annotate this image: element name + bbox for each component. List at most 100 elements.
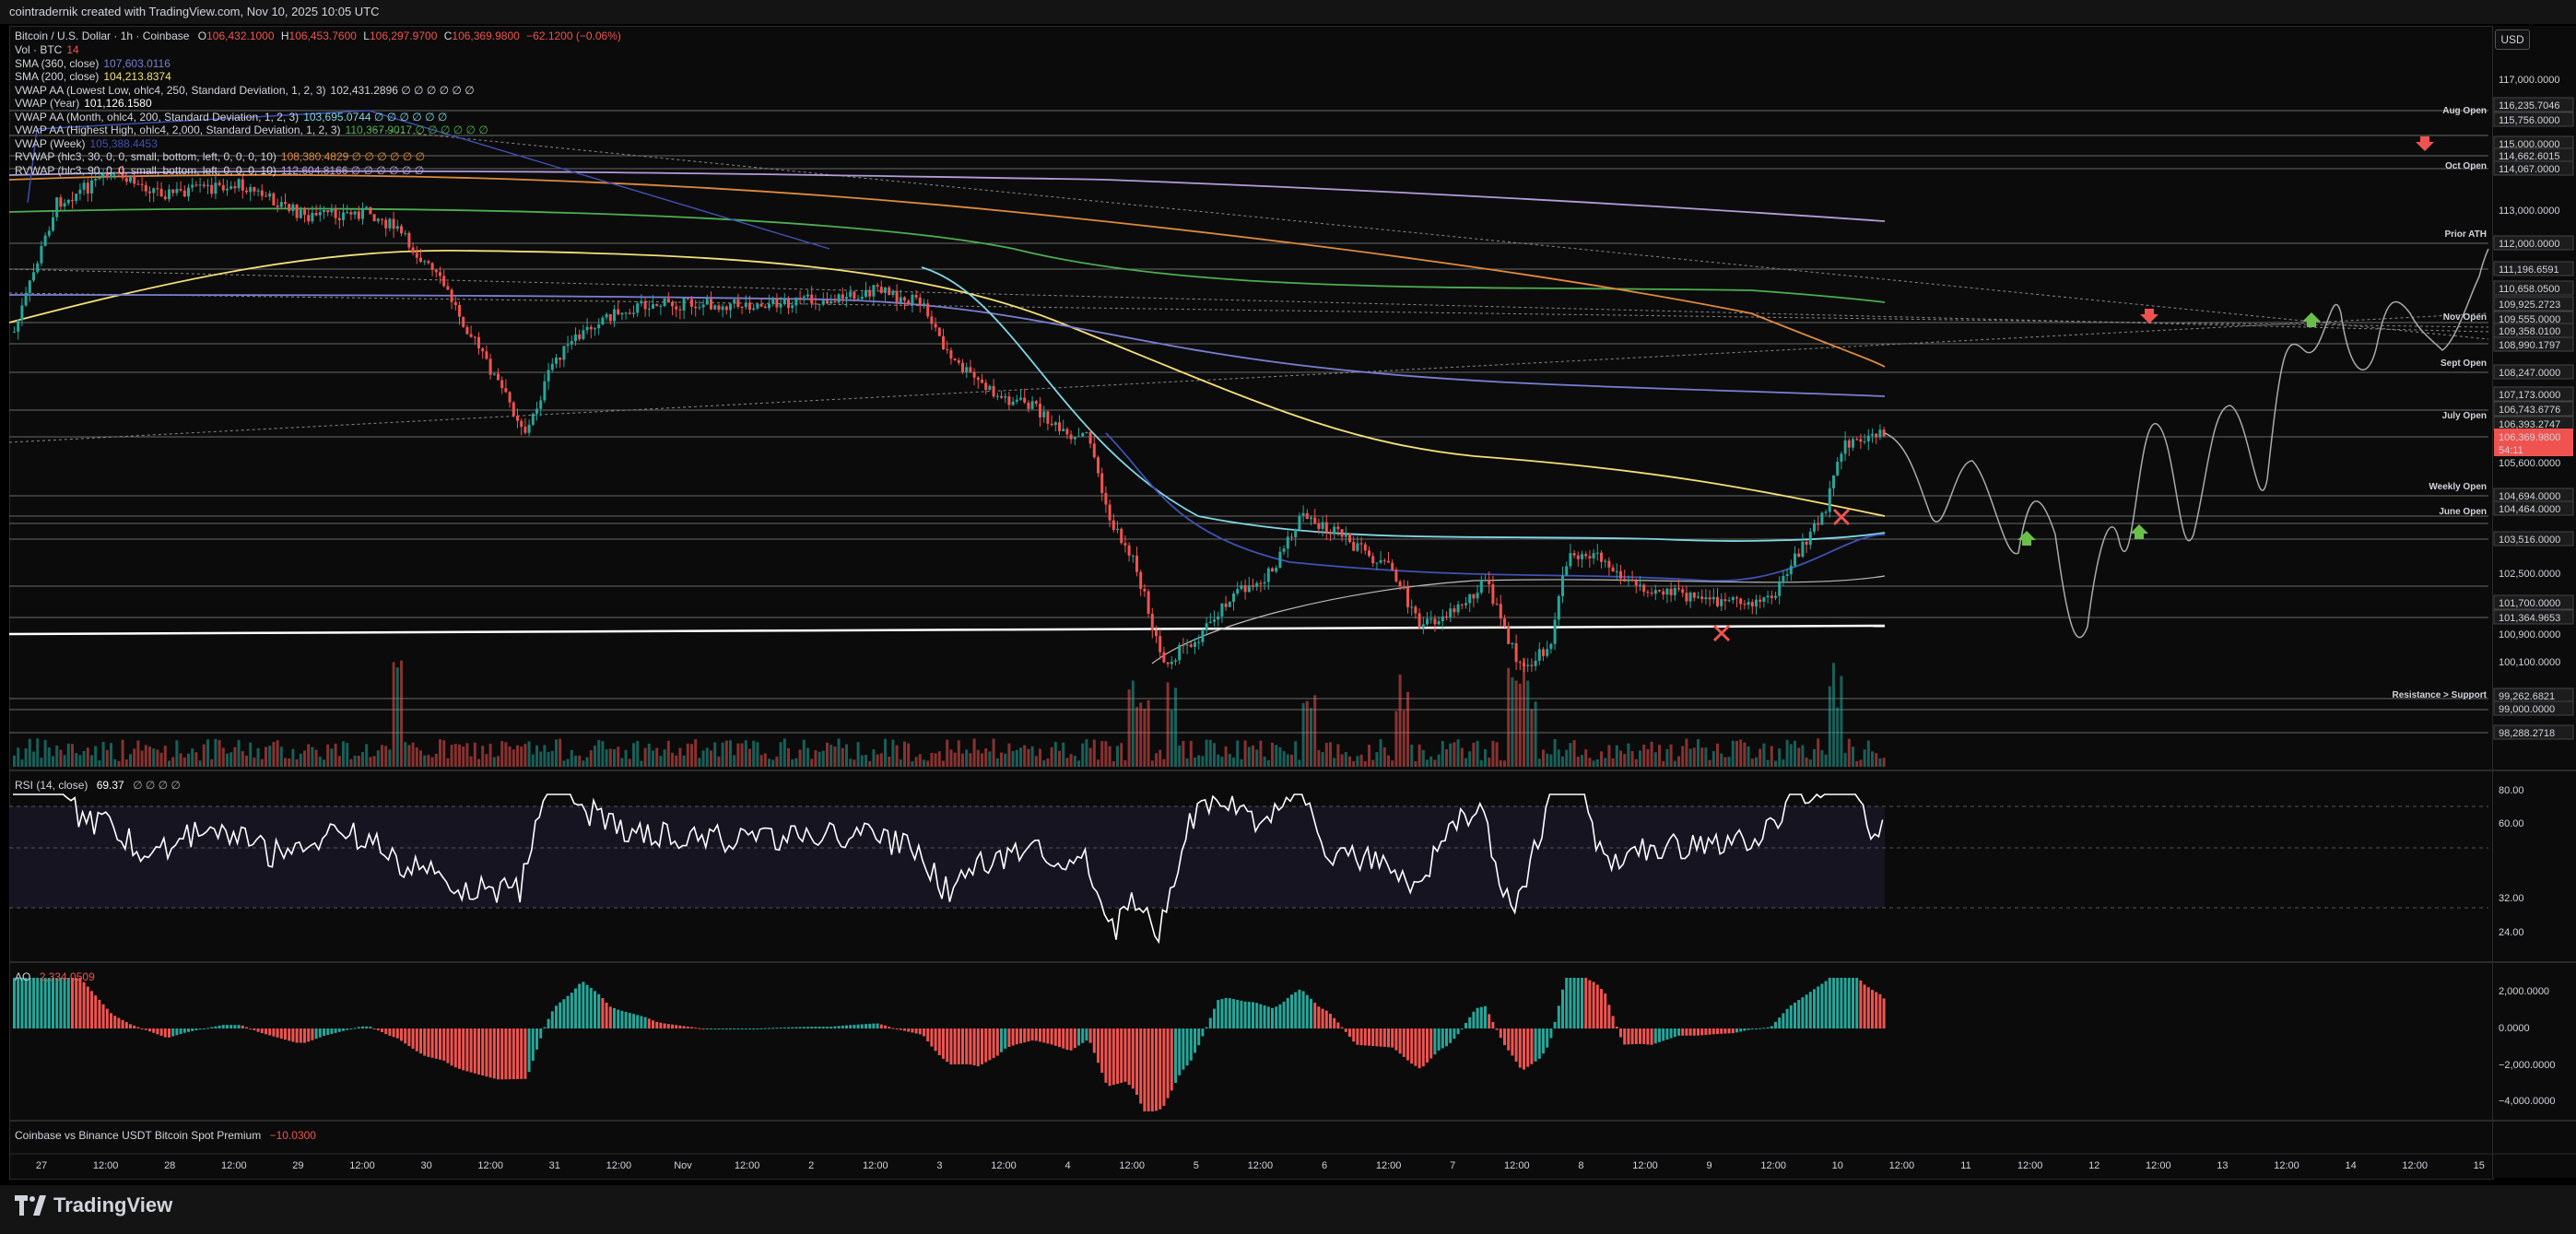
price-label-bg [2493, 97, 2574, 112]
tradingview-logo[interactable]: TradingView [15, 1193, 172, 1217]
ao-bar [411, 1028, 415, 1049]
ao-bar [744, 1028, 747, 1029]
chart-canvas[interactable]: 117,000.0000116,235.7046115,756.0000115,… [0, 0, 2576, 1185]
ao-bar [1294, 992, 1298, 1028]
candle-body [678, 309, 682, 311]
volume-bar [349, 758, 353, 767]
volume-bar [1642, 744, 1646, 767]
ao-bar [1785, 1008, 1789, 1028]
ao-bar [1739, 1028, 1743, 1032]
candle-body [1359, 543, 1363, 545]
volume-bar [1704, 747, 1708, 767]
indicator-legend-row[interactable]: SMA (200, close) 104,213.8374 [15, 70, 171, 83]
volume-bar [1120, 743, 1123, 767]
ao-bar [1836, 978, 1840, 1028]
candle-body [833, 300, 837, 303]
ao-bar [202, 1028, 206, 1029]
volume-bar [1824, 754, 1828, 767]
ao-bar [1855, 978, 1859, 1028]
volume-bar [144, 745, 147, 767]
indicator-legend-row[interactable]: RVWAP (hlc3, 30, 0, 0, small, bottom, le… [15, 150, 425, 163]
volume-bar [860, 755, 864, 767]
symbol-name[interactable]: Bitcoin / U.S. Dollar · 1h · Coinbase [15, 29, 190, 42]
volume-bar [326, 744, 330, 767]
ao-bar [1546, 1028, 1549, 1048]
candle-body [1747, 602, 1750, 605]
time-axis-label: 12:00 [735, 1160, 760, 1171]
indicator-legend-row[interactable]: VWAP AA (Month, ohlc4, 200, Standard Dev… [15, 111, 447, 123]
ao-bar [1266, 1006, 1270, 1028]
volume-bar [724, 740, 728, 767]
indicator-legend-row[interactable]: SMA (360, close) 107,603.0116 [15, 57, 171, 70]
ao-bar [659, 1022, 663, 1028]
volume-bar [659, 756, 663, 767]
volume-bar [1027, 748, 1030, 767]
volume-bar [1182, 740, 1185, 767]
currency-button[interactable]: USD [2495, 29, 2530, 50]
candle-body [1336, 526, 1340, 530]
volume-bar [1282, 751, 1286, 767]
candle-body [144, 184, 147, 192]
volume-bar [469, 756, 473, 767]
volume-bar [1491, 740, 1495, 767]
volume-bar [1805, 757, 1808, 767]
ao-bar [492, 1028, 496, 1079]
ao-bar [1639, 1028, 1641, 1044]
volume-bar [1394, 711, 1398, 767]
volume-bar [430, 757, 434, 767]
ao-bar [314, 1028, 318, 1040]
rsi-legend[interactable]: RSI (14, close) 69.37 ∅ ∅ ∅ ∅ [15, 779, 181, 792]
price-axis-label: 109,358.0100 [2499, 326, 2560, 337]
candle-body [202, 184, 206, 186]
current-price-label-bg [2494, 441, 2573, 456]
candle-body [512, 402, 515, 417]
candle-body [1495, 604, 1499, 605]
time-axis-label: 7 [1450, 1160, 1455, 1171]
candle-body [1630, 579, 1634, 581]
volume-bar [647, 743, 651, 767]
indicator-legend-row[interactable]: VWAP AA (Lowest Low, ohlc4, 250, Standar… [15, 84, 475, 97]
ao-bar [1379, 1028, 1382, 1047]
candle-body [690, 299, 693, 307]
volume-bar [1561, 756, 1564, 767]
candle-body [1313, 517, 1317, 523]
candle-body [1681, 589, 1685, 593]
ao-bar [342, 1028, 345, 1031]
ao-bar [318, 1028, 322, 1038]
time-axis-label: 12:00 [606, 1160, 632, 1171]
volume-bar [1271, 742, 1274, 767]
indicator-legend-row[interactable]: VWAP (Year) 101,126.1580 [15, 97, 152, 110]
candle-body [453, 301, 457, 306]
chart-frame[interactable] [9, 26, 2494, 1180]
candle-body [1542, 649, 1545, 656]
ao-bar [1863, 984, 1866, 1028]
volume-bar [86, 747, 89, 767]
indicator-legend-row[interactable]: VWAP AA (Highest High, ohlc4, 2,000, Sta… [15, 123, 488, 136]
candle-body [477, 336, 480, 348]
volume-bar [1166, 682, 1170, 767]
ao-bar [814, 1027, 817, 1028]
candle-body [1340, 529, 1344, 537]
volume-bar [1321, 752, 1324, 767]
ao-bar [1437, 1028, 1441, 1051]
indicator-legend-row[interactable]: Vol · BTC 14 [15, 43, 79, 56]
premium-legend[interactable]: Coinbase vs Binance USDT Bitcoin Spot Pr… [15, 1129, 316, 1142]
indicator-legend-row[interactable]: VWAP (Week) 105,388.4453 [15, 137, 158, 150]
indicator-legend-row[interactable]: RVWAP (hlc3, 90, 0, 0, small, bottom, le… [15, 164, 424, 177]
ao-bar [752, 1028, 756, 1029]
candle-body [926, 303, 930, 317]
volume-bar [1259, 740, 1263, 767]
ao-bar [90, 991, 93, 1028]
symbol-legend[interactable]: Bitcoin / U.S. Dollar · 1h · Coinbase O1… [15, 29, 621, 42]
ao-bar [276, 1028, 279, 1038]
price-axis-label: 98,288.2718 [2499, 728, 2555, 739]
time-axis-label: 12:00 [1632, 1160, 1658, 1171]
ao-bar [740, 1028, 744, 1029]
candle-body [1537, 649, 1541, 661]
candle-body [1836, 462, 1840, 476]
ao-bar [136, 1027, 140, 1028]
candle-body [775, 298, 779, 308]
candle-body [937, 327, 941, 336]
ao-legend[interactable]: AO 2,334.0509 [15, 970, 95, 983]
ao-bar [13, 978, 16, 1028]
